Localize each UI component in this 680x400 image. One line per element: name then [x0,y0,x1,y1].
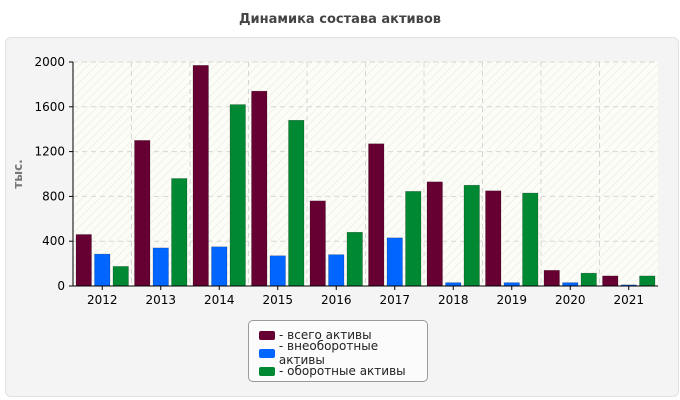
x-tick-label: 2018 [438,293,469,307]
bar-внеоборотные-активы-2013 [152,247,169,287]
bar-оборотные-активы-2016 [346,231,363,287]
bar-внеоборотные-активы-2020 [562,282,579,287]
x-tick-label: 2014 [204,293,235,307]
legend-item: - внеоборотные активы [259,339,427,367]
y-tick-label: 400 [42,234,65,248]
bar-оборотные-активы-2018 [463,184,480,287]
bar-оборотные-активы-2015 [288,119,305,287]
bar-внеоборотные-активы-2012 [94,253,111,287]
bar-оборотные-активы-2014 [229,104,246,287]
y-tick-label: 2000 [34,55,65,69]
bar-всего-активы-2021 [602,275,619,287]
x-tick-label: 2020 [555,293,586,307]
bar-всего-активы-2018 [426,181,443,287]
bar-всего-активы-2020 [543,270,560,287]
chart-title: Динамика состава активов [238,12,442,27]
bar-оборотные-активы-2012 [112,266,129,287]
bar-всего-активы-2014 [192,65,209,287]
y-tick-label: 800 [42,189,65,203]
bar-всего-активы-2016 [309,200,326,287]
bar-оборотные-активы-2019 [522,192,539,287]
bar-внеоборотные-активы-2016 [328,254,345,287]
bar-всего-активы-2019 [485,190,502,287]
bar-всего-активы-2017 [368,143,385,287]
x-tick-label: 2021 [613,293,644,307]
legend-item: - всего активы [259,326,427,344]
x-tick-label: 2019 [496,293,527,307]
bar-оборотные-активы-2020 [580,272,597,287]
bar-внеоборотные-активы-2019 [503,282,520,287]
bar-всего-активы-2015 [251,90,268,287]
bar-оборотные-активы-2013 [171,178,188,287]
y-tick-label: 1600 [34,100,65,114]
y-tick-label: 0 [57,279,65,293]
y-axis-label: тыс. [11,159,25,188]
legend: - всего активы - внеоборотные активы - обо… [248,320,428,382]
bar-всего-активы-2012 [75,234,92,287]
x-tick-label: 2013 [145,293,176,307]
legend-label: - всего активы [279,328,372,342]
bar-внеоборотные-активы-2015 [269,255,286,287]
bar-оборотные-активы-2017 [405,191,422,287]
bar-всего-активы-2013 [134,140,151,287]
bar-внеоборотные-активы-2014 [211,246,228,287]
legend-item: - оборотные активы [259,362,427,380]
x-tick-label: 2015 [262,293,293,307]
y-tick-label: 1200 [34,145,65,159]
x-tick-label: 2016 [321,293,352,307]
legend-swatch [259,348,275,358]
bar-оборотные-активы-2021 [639,275,656,287]
legend-swatch [259,330,275,340]
legend-label: - оборотные активы [279,364,406,378]
x-tick-label: 2012 [87,293,118,307]
legend-label: - внеоборотные активы [278,339,379,367]
x-tick-label: 2017 [379,293,410,307]
bar-внеоборотные-активы-2017 [386,237,403,287]
legend-swatch [259,366,275,376]
bar-внеоборотные-активы-2018 [445,282,462,287]
